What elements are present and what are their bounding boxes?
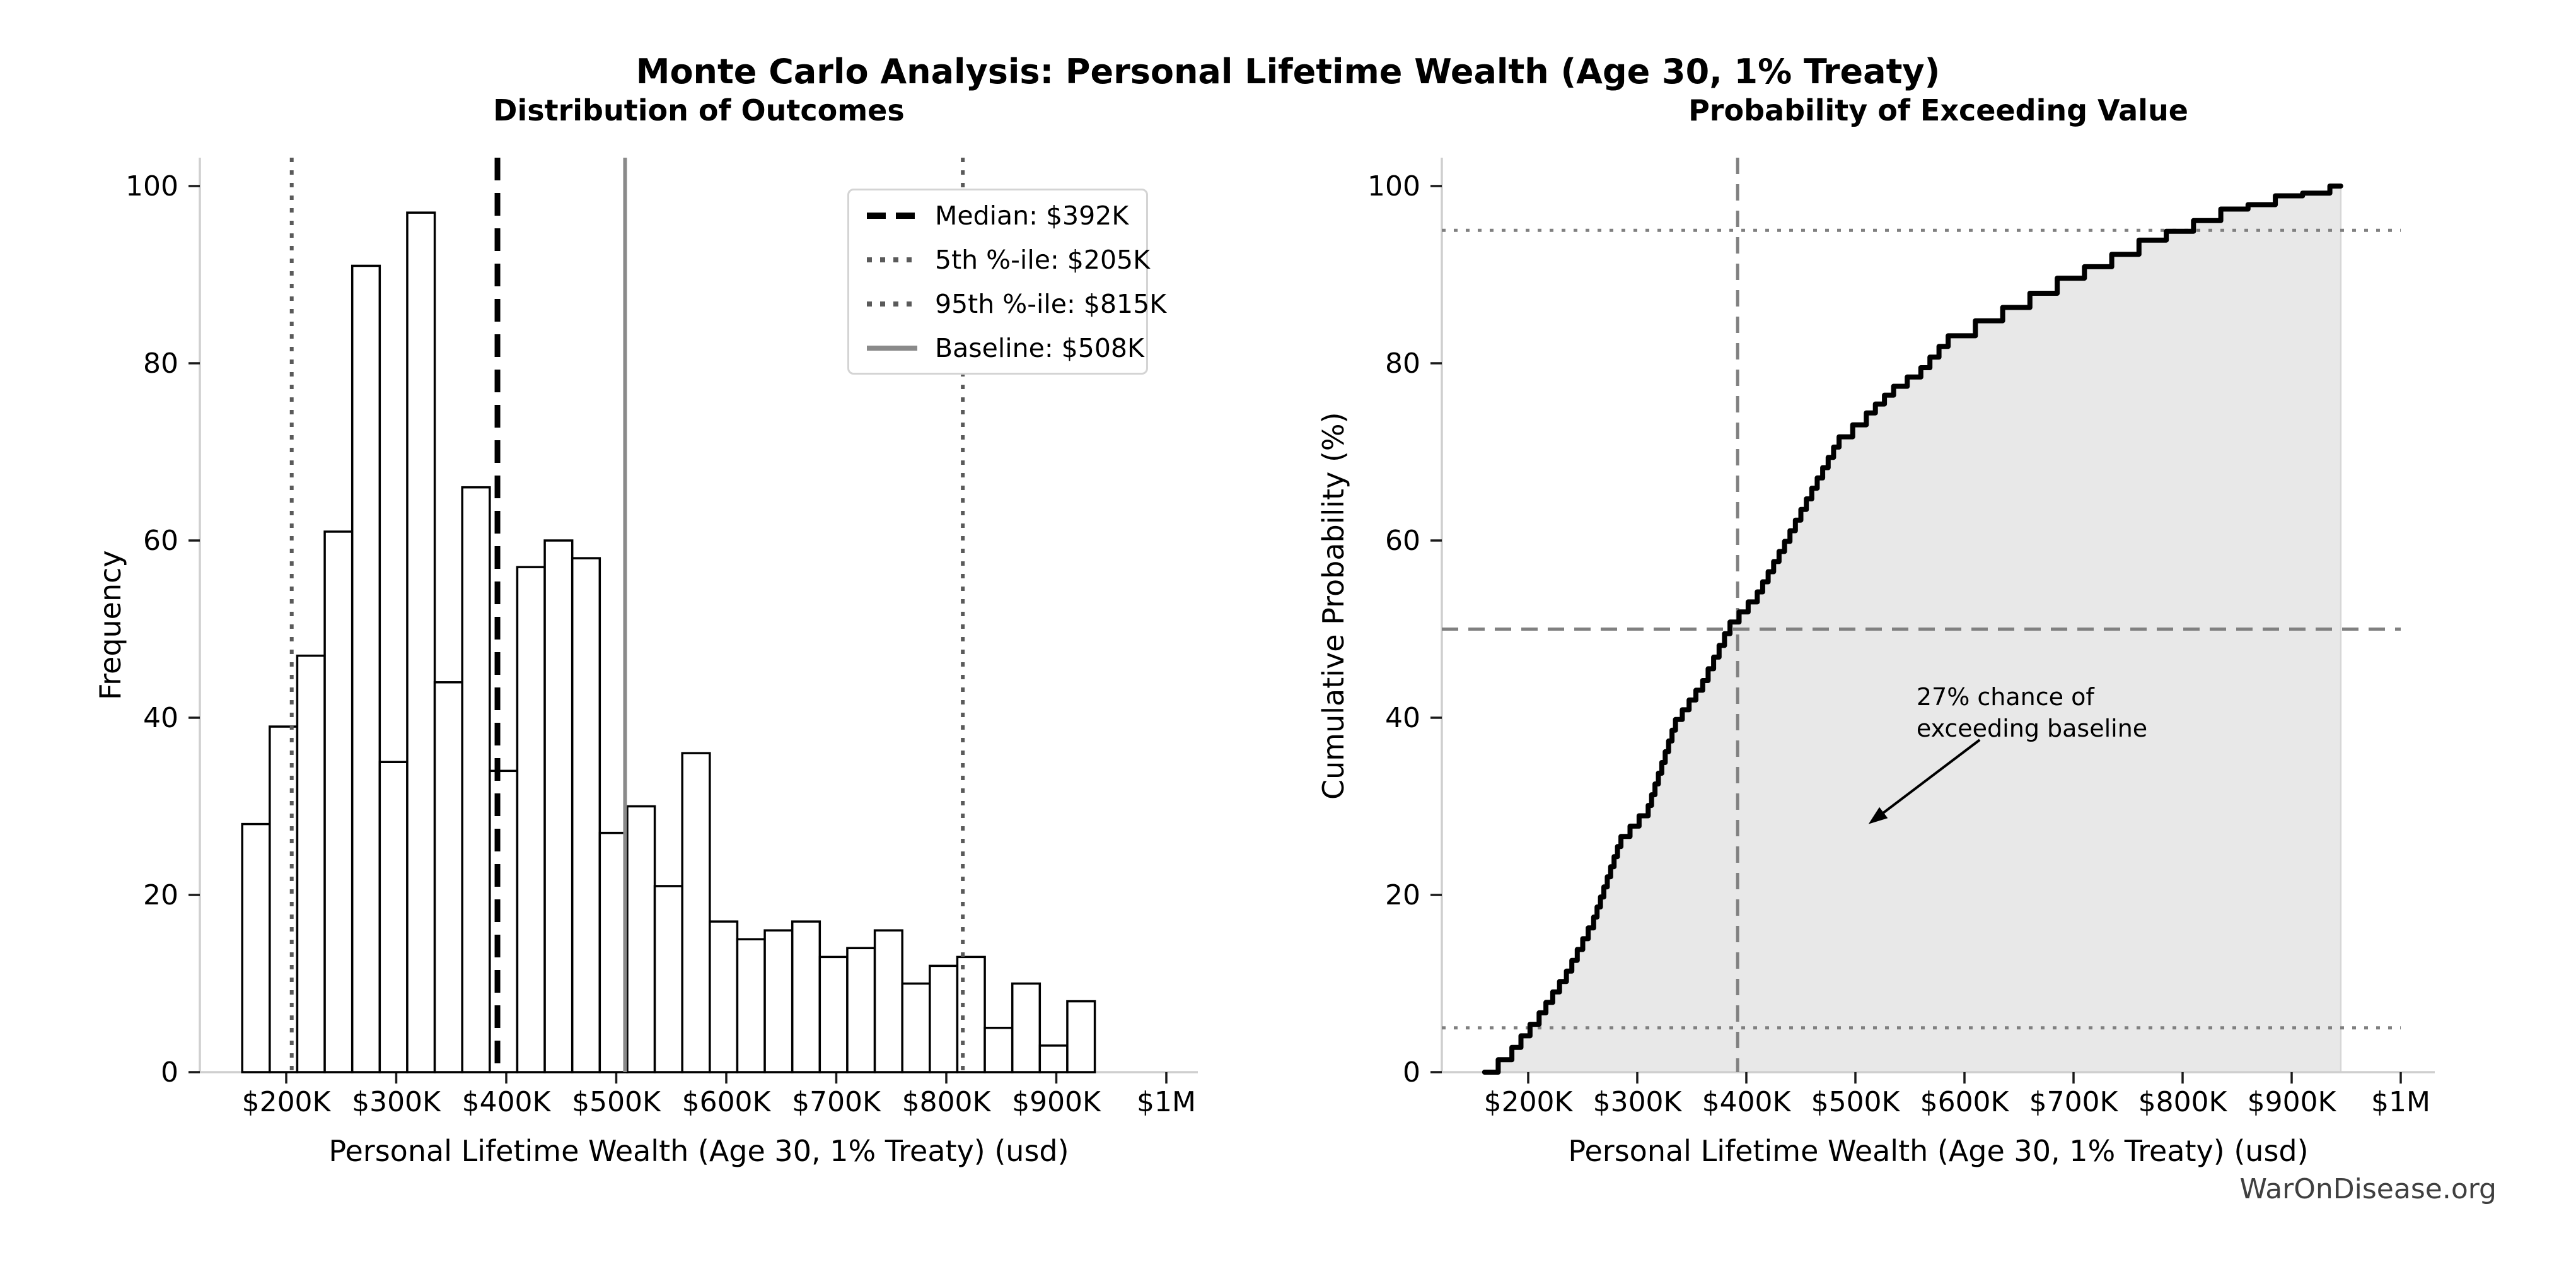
histogram-bar (461, 486, 491, 1073)
histogram-bar (901, 982, 931, 1073)
histogram-bar (571, 557, 601, 1073)
histogram-bar (873, 929, 903, 1073)
annotation-arrow-head (1868, 807, 1888, 824)
right-chart-title: Probability of Exceeding Value (1688, 93, 2188, 127)
histogram-bar (626, 805, 656, 1073)
legend-line-sample-dotted (867, 301, 917, 307)
legend-label: 5th %-ile: $205K (935, 244, 1151, 275)
histogram-bar (543, 539, 574, 1073)
histogram-bar (296, 654, 326, 1073)
left-x-axis-label: Personal Lifetime Wealth (Age 30, 1% Tre… (328, 1134, 1069, 1168)
histogram-bar (433, 681, 463, 1073)
y-tick-label: 0 (161, 1056, 178, 1089)
histogram-bar (818, 955, 849, 1073)
watermark-text: WarOnDisease.org (2239, 1173, 2497, 1205)
legend-box: Median: $392K 5th %-ile: $205K 95th %-ile:… (847, 189, 1166, 375)
histogram-bar (516, 566, 546, 1073)
legend-row: 95th %-ile: $815K (866, 282, 1166, 326)
legend-line-sample-dashed (867, 212, 917, 219)
histogram-bar (709, 920, 739, 1073)
y-tick-label: 0 (1403, 1056, 1420, 1089)
histogram-bar (681, 752, 711, 1073)
histogram-bar (351, 264, 381, 1073)
x-tick-label: $200K (1484, 1086, 1574, 1118)
histogram-bar (1038, 1044, 1069, 1073)
annotation-arrow-shaft (1874, 739, 1981, 820)
histogram-bar (598, 831, 629, 1073)
x-tick-label: $700K (792, 1086, 881, 1118)
right-y-axis-label: Cumulative Probability (%) (1316, 412, 1350, 800)
histogram-bar (846, 947, 876, 1073)
histogram-bar (1011, 982, 1041, 1073)
histogram-bar (378, 761, 409, 1073)
histogram-bar (241, 822, 271, 1073)
legend-label: Median: $392K (935, 200, 1129, 231)
histogram-bar (1066, 1000, 1096, 1073)
histogram-bar (653, 885, 683, 1073)
left-chart-title: Distribution of Outcomes (493, 93, 905, 127)
y-tick-label: 60 (143, 525, 178, 557)
figure-title: Monte Carlo Analysis: Personal Lifetime … (635, 52, 1941, 91)
x-tick-label: $300K (352, 1086, 441, 1118)
x-tick-label: $400K (462, 1086, 552, 1118)
histogram-bar (736, 938, 766, 1073)
histogram-chart: $200K $300K $400K $500K $600K $700K $800K $900K… (125, 158, 1198, 1118)
legend-row: Median: $392K (866, 194, 1146, 238)
legend-line-sample-dotted (867, 257, 917, 262)
x-tick-label: $500K (572, 1086, 661, 1118)
left-y-axis-label: Frequency (93, 550, 127, 700)
x-tick-label: $500K (1811, 1086, 1901, 1118)
x-tick-label: $800K (902, 1086, 992, 1118)
right-x-axis-label: Personal Lifetime Wealth (Age 30, 1% Tre… (1568, 1134, 2309, 1168)
ecdf-curve (1482, 184, 2343, 1075)
x-tick-label: $600K (1920, 1086, 2010, 1118)
y-tick-label: 20 (143, 879, 178, 911)
y-tick-label: 40 (143, 702, 178, 734)
x-tick-label: $300K (1593, 1086, 1683, 1118)
x-tick-label: $1M (1137, 1086, 1196, 1118)
histogram-bar (763, 929, 794, 1073)
y-tick-label: 60 (1385, 525, 1420, 557)
histogram-bar (269, 725, 299, 1073)
histogram-bar (489, 769, 519, 1073)
x-tick-label: $900K (2248, 1086, 2337, 1118)
y-tick-label: 40 (1385, 702, 1420, 734)
histogram-bar (323, 530, 354, 1073)
y-tick-label: 80 (143, 348, 178, 380)
legend-row: 5th %-ile: $205K (866, 238, 1150, 282)
y-tick-label: 100 (1367, 170, 1420, 202)
ecdf-fill-area (1484, 186, 2341, 1072)
x-tick-label: $200K (242, 1086, 332, 1118)
x-tick-label: $600K (682, 1086, 772, 1118)
x-tick-label: $900K (1012, 1086, 1101, 1118)
x-tick-label: $400K (1702, 1086, 1792, 1118)
x-tick-label: $800K (2138, 1086, 2228, 1118)
histogram-bar (406, 211, 436, 1073)
y-tick-label: 100 (125, 170, 178, 202)
histogram-bar (956, 955, 986, 1073)
legend-line-sample-solid (867, 345, 917, 351)
ecdf-chart: $200K $300K $400K $500K $600K $700K $800K $900K… (1367, 158, 2435, 1118)
y-tick-label: 80 (1385, 348, 1420, 380)
legend-label: Baseline: $508K (935, 332, 1144, 363)
histogram-bar (791, 920, 821, 1073)
legend-label: 95th %-ile: $815K (935, 288, 1167, 319)
x-tick-label: $1M (2371, 1086, 2430, 1118)
legend-row: Baseline: $508K (866, 326, 1146, 370)
histogram-bar (929, 964, 959, 1073)
y-tick-label: 20 (1385, 879, 1420, 911)
histogram-bar (983, 1027, 1014, 1073)
x-tick-label: $700K (2029, 1086, 2119, 1118)
annotation-text: 27% chance of exceeding baseline (1917, 683, 2147, 742)
